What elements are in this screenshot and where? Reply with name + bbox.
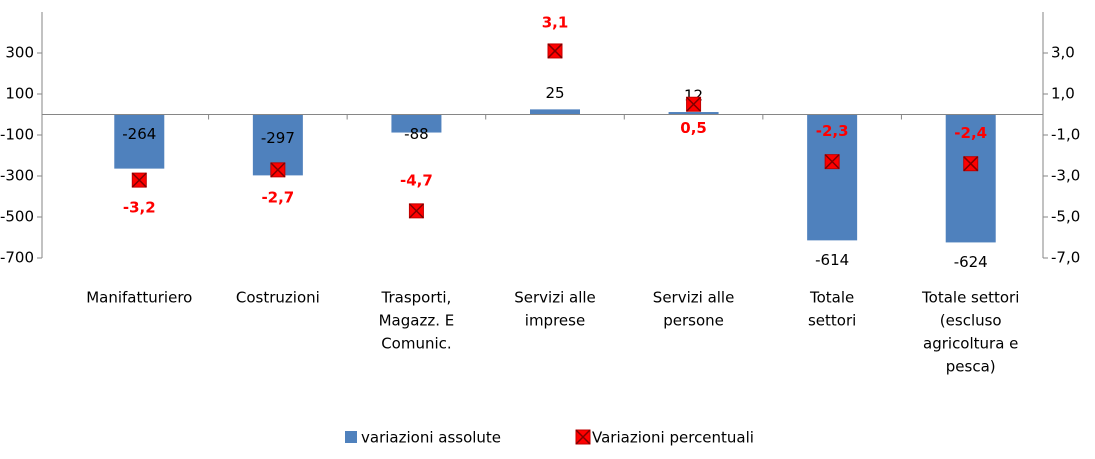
bar <box>807 114 858 241</box>
bar-value-label: -88 <box>404 125 429 143</box>
legend-swatch <box>345 431 357 443</box>
bar-value-label: -614 <box>815 251 849 269</box>
marker <box>408 203 424 219</box>
y2-tick-label: -1,0 <box>1051 126 1080 144</box>
marker-value-label: -2,7 <box>261 188 294 206</box>
bar-value-label: -264 <box>122 125 156 143</box>
x-tick-label: Servizi alle <box>514 289 596 307</box>
marker <box>963 156 979 172</box>
bar-value-label: -624 <box>954 253 988 271</box>
y-tick-label: -100 <box>0 126 34 144</box>
y2-tick-label: 3,0 <box>1051 44 1075 62</box>
y-tick-label: 300 <box>5 44 34 62</box>
x-tick-label: Manifatturiero <box>86 289 192 307</box>
marker-value-label: -2,3 <box>816 122 849 140</box>
x-tick-label: settori <box>808 312 856 330</box>
x-tick-label: pesca) <box>946 358 996 376</box>
bar-value-label: 25 <box>545 84 564 102</box>
y2-tick-label: 1,0 <box>1051 85 1075 103</box>
x-tick-label: (escluso <box>940 312 1002 330</box>
bar <box>668 112 719 115</box>
x-tick-label: persone <box>663 312 724 330</box>
legend-label: Variazioni percentuali <box>592 429 754 447</box>
y-tick-label: -500 <box>0 208 34 226</box>
bar-value-label: -297 <box>261 129 295 147</box>
y2-tick-label: -5,0 <box>1051 208 1080 226</box>
x-tick-label: Totale <box>809 289 854 307</box>
marker-value-label: -4,7 <box>400 171 433 189</box>
x-tick-label: Comunic. <box>381 335 451 353</box>
marker-value-label: 3,1 <box>542 13 569 31</box>
legend-swatch <box>575 429 591 445</box>
bar <box>391 114 442 133</box>
y-tick-label: -700 <box>0 249 34 267</box>
bar <box>114 114 165 169</box>
y2-tick-label: -7,0 <box>1051 249 1080 267</box>
marker <box>686 96 702 112</box>
marker-value-label: -3,2 <box>123 199 156 217</box>
legend-label: variazioni assolute <box>361 429 501 447</box>
x-tick-label: Trasporti, <box>381 289 452 307</box>
marker-value-label: 0,5 <box>680 119 707 137</box>
marker <box>547 43 563 59</box>
bar <box>945 114 996 243</box>
x-tick-label: imprese <box>525 312 585 330</box>
y-tick-label: 100 <box>5 85 34 103</box>
y-tick-label: -300 <box>0 167 34 185</box>
x-tick-label: Costruzioni <box>236 289 320 307</box>
marker <box>131 172 147 188</box>
x-tick-label: agricoltura e <box>923 335 1018 353</box>
x-tick-label: Servizi alle <box>653 289 735 307</box>
x-tick-label: Totale settori <box>921 289 1019 307</box>
marker <box>824 154 840 170</box>
y2-tick-label: -3,0 <box>1051 167 1080 185</box>
bar <box>530 109 580 115</box>
marker-value-label: -2,4 <box>954 124 987 142</box>
x-tick-label: Magazz. E <box>379 312 455 330</box>
marker <box>270 162 286 178</box>
